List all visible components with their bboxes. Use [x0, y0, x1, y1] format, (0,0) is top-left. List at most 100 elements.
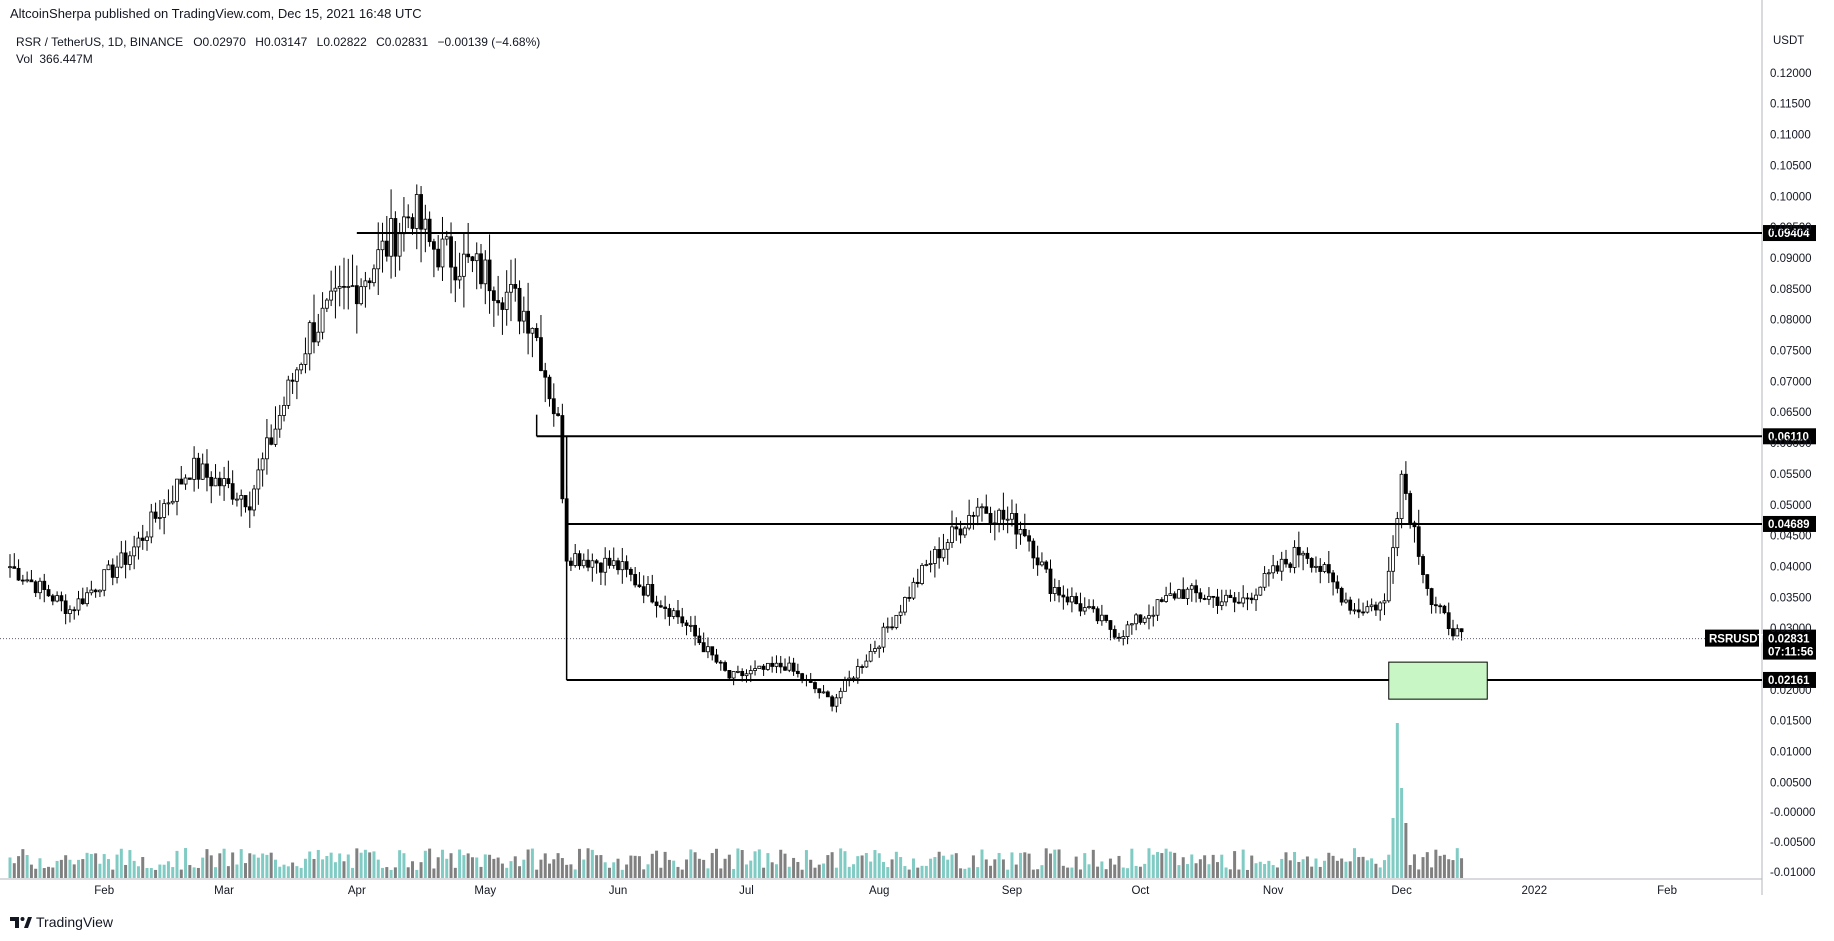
candle-body: [744, 673, 749, 677]
volume-bar: [1310, 866, 1314, 878]
volume-bar: [877, 853, 881, 878]
volume-bar: [1301, 859, 1305, 878]
candle-body: [1438, 605, 1443, 608]
candle: [1296, 531, 1301, 568]
candle: [1202, 594, 1207, 601]
candle-body: [162, 503, 167, 518]
candle-body: [1335, 581, 1340, 589]
candle: [419, 186, 423, 263]
candle: [1429, 587, 1434, 614]
candle: [1245, 592, 1250, 611]
candle-body: [1301, 552, 1306, 556]
candle-body: [590, 560, 595, 568]
volume-bar: [946, 859, 950, 878]
volume-bar: [548, 863, 552, 878]
candle: [684, 619, 689, 636]
volume-bar: [899, 857, 903, 878]
price-tick-label: -0.00000: [1770, 807, 1815, 819]
candle: [1403, 461, 1408, 501]
candle: [1142, 616, 1147, 625]
candle-body: [731, 671, 736, 679]
candle: [945, 538, 950, 565]
volume-bar: [1215, 862, 1219, 878]
volume-bar: [706, 868, 710, 878]
volume-bar: [676, 866, 680, 878]
volume-bar: [89, 853, 93, 878]
level-tag: [1763, 428, 1816, 445]
candle: [693, 615, 697, 646]
volume-bar: [1451, 860, 1455, 878]
candle-body: [93, 589, 98, 593]
candle-body: [517, 287, 522, 322]
time-tick-label: Apr: [348, 885, 366, 897]
symbol-label[interactable]: RSR / TetherUS, 1D, BINANCE: [16, 35, 184, 49]
candle: [286, 375, 291, 410]
candle-body: [1309, 558, 1314, 568]
candle: [774, 655, 779, 674]
candle-body: [1172, 593, 1177, 599]
candle: [1010, 499, 1014, 527]
candle: [714, 648, 719, 664]
volume-bar: [321, 859, 325, 878]
candle-body: [1010, 513, 1014, 520]
volume-bar: [612, 862, 616, 878]
candle-body: [1403, 473, 1408, 494]
candle-body: [509, 284, 513, 293]
volume-bar: [740, 850, 744, 878]
candle: [787, 656, 792, 673]
volume-bar: [154, 869, 158, 878]
candle: [1344, 592, 1348, 604]
volume-bar: [1305, 856, 1309, 878]
candle-body: [277, 415, 282, 430]
candle: [205, 449, 209, 492]
volume-bar: [625, 864, 629, 878]
candle-body: [16, 567, 21, 581]
candle-body: [1378, 602, 1383, 611]
volume-bar: [1151, 854, 1155, 878]
candle: [924, 559, 929, 567]
candle: [843, 676, 847, 692]
volume-bar: [158, 864, 162, 878]
target-zone-box[interactable]: [1388, 661, 1488, 700]
candle: [1249, 592, 1254, 604]
candle-body: [860, 666, 864, 668]
candle: [479, 243, 483, 289]
volume-bar: [111, 869, 115, 878]
volume-bar: [894, 851, 898, 878]
candle: [551, 383, 556, 427]
candle-body: [33, 581, 38, 594]
volume-bar: [1233, 851, 1237, 878]
candle-body: [140, 537, 145, 541]
volume-bar: [342, 861, 346, 878]
volume-bar: [1074, 856, 1078, 878]
candle-body: [474, 253, 479, 262]
candle-body: [937, 549, 942, 559]
volume-bar: [924, 865, 928, 878]
candle-body: [654, 601, 659, 607]
candle-body: [1005, 518, 1010, 521]
volume-bar: [822, 863, 826, 878]
volume-bar: [453, 867, 457, 878]
candle: [282, 396, 286, 422]
volume-bar: [1447, 859, 1451, 878]
price-tick-label: 0.04500: [1770, 531, 1812, 543]
volume-bar: [38, 858, 42, 878]
candle-body: [282, 405, 286, 416]
candle: [25, 571, 30, 583]
volume-bar: [1138, 866, 1142, 878]
publisher-line: AltcoinSherpa published on TradingView.c…: [10, 6, 422, 21]
candle-body: [106, 564, 111, 571]
candle-body: [1254, 594, 1258, 601]
candle-body: [1365, 606, 1370, 613]
candle: [376, 222, 381, 296]
candle-body: [256, 469, 261, 490]
candle-body: [1399, 473, 1404, 519]
candle: [1378, 601, 1383, 621]
volume-bar: [265, 854, 269, 878]
volume-bar: [1087, 864, 1091, 878]
candle: [170, 485, 175, 505]
volume-bar: [398, 850, 402, 878]
candle: [132, 535, 137, 570]
candle-body: [1348, 599, 1353, 611]
